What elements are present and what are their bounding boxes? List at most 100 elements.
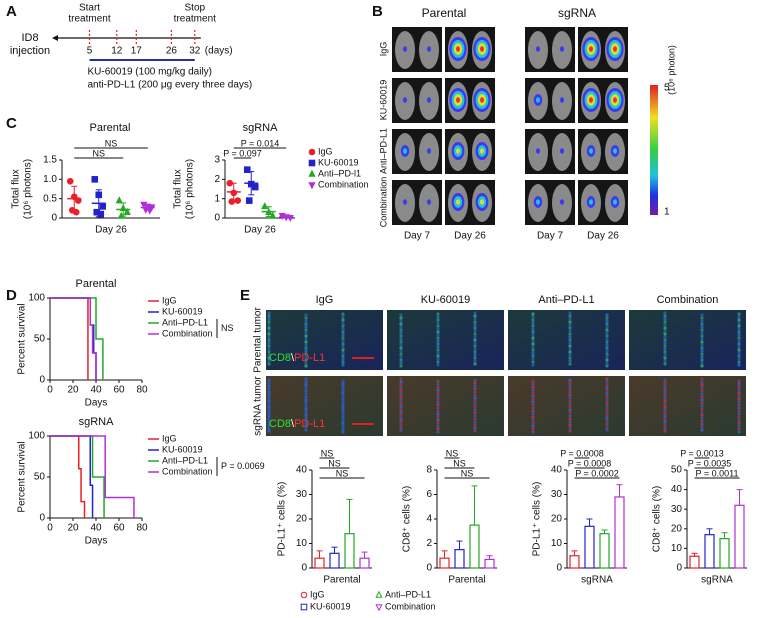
comparison-label: NS [461,468,474,478]
chart-title: Parental [76,278,117,290]
cell [737,339,741,343]
injection-label: injection [10,45,50,57]
cell [399,316,403,320]
cell [304,377,308,381]
cell [436,412,440,416]
cell [341,348,345,352]
signal [560,199,564,205]
cell [700,386,704,390]
cell [568,408,572,412]
cell [399,383,403,387]
cell [436,315,440,319]
cell [436,400,440,404]
cell [737,388,741,392]
cell [605,352,609,356]
cell [436,388,440,392]
comparison-label: P = 0.0011 [696,468,739,478]
cell [531,342,535,346]
cell [700,395,704,399]
cell [473,390,477,394]
y-tick-label: 50 [671,465,683,476]
comparison-label: P = 0.0008 [560,448,604,458]
signal [560,148,564,154]
cell [605,334,609,338]
signal [480,199,484,205]
cell [399,334,403,338]
cell [605,386,609,390]
x-axis-label: sgRNA [701,575,733,586]
cell [605,404,609,408]
cell [473,423,477,427]
cell [473,393,477,397]
cell [700,355,704,359]
y-tick-label: 0 [39,513,45,524]
cell [737,415,741,419]
cell [399,328,403,332]
cell [737,406,741,410]
cell [531,418,535,422]
cell [304,398,308,402]
cell [663,396,667,400]
row-label: KU-60019 [378,80,388,121]
cell [531,324,535,328]
cell [605,364,609,368]
cell [267,408,271,412]
y-tick-label: 2 [426,538,432,549]
cell [663,323,667,327]
cell [531,394,535,398]
cell [737,391,741,395]
signal [403,46,407,52]
cell [737,363,741,367]
comparison-label: P = 0.014 [241,138,280,148]
cell [399,322,403,326]
y-tick-label: 0 [676,563,682,574]
cell [267,329,271,333]
signal [560,46,564,52]
cell [267,381,271,385]
y-axis-label: CD8⁺ cells (%) [652,486,663,552]
x-axis-label: Days [85,536,108,547]
cell [436,321,440,325]
colorbar-max: 5 [664,83,670,94]
cell [304,364,308,368]
cell [568,311,572,315]
cell [663,350,667,354]
cell [737,354,741,358]
comparison-label: P = 0.0035 [688,458,732,468]
survival-curve [50,435,105,518]
data-point [261,202,269,210]
cell [341,351,345,355]
cell [605,319,609,323]
cell [267,350,271,354]
bar [344,533,355,569]
cell [663,326,667,330]
cell [473,362,477,366]
signal [613,199,617,205]
cell [531,321,535,325]
cell [473,429,477,433]
cell [399,352,403,356]
cell [605,395,609,399]
cell [399,355,403,359]
column-header: Anti–PD-L1 [538,294,594,306]
cell [737,351,741,355]
cell [341,357,345,361]
signal [536,46,540,52]
cell [436,363,440,367]
y-tick-label: 4 [426,514,432,525]
signal [480,97,484,103]
stop-label: treatment [174,14,216,25]
y-tick-label: 8 [426,465,432,476]
cell [267,311,271,315]
x-tick-label: 40 [90,523,102,534]
cell [399,401,403,405]
cell [531,318,535,322]
cell [700,325,704,329]
cell [267,420,271,424]
signal [403,148,407,154]
y-tick-label: 0 [39,375,45,386]
cell [568,362,572,366]
signal [560,97,564,103]
cell [700,313,704,317]
cell [436,385,440,389]
